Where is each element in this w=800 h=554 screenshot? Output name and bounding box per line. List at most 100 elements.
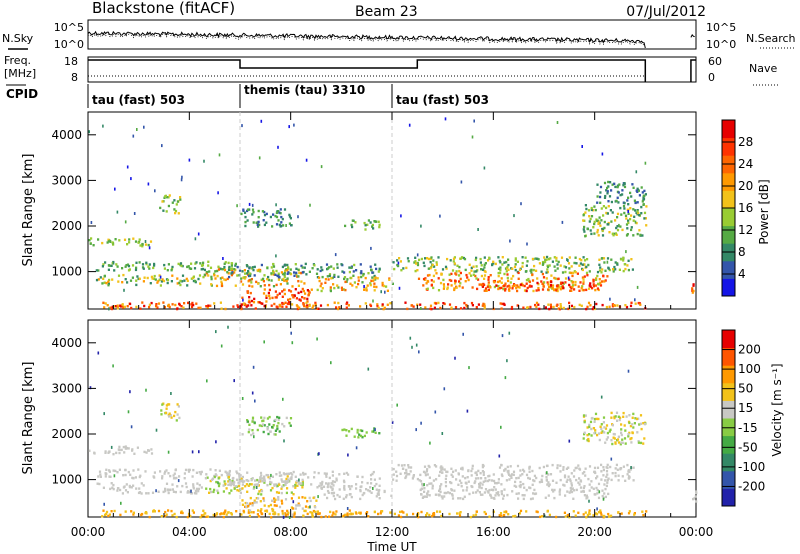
cell (585, 516, 588, 519)
cell (614, 467, 617, 470)
cell (412, 512, 415, 516)
cell (342, 288, 345, 291)
cell (197, 489, 200, 493)
cell (602, 257, 606, 260)
cell (632, 479, 635, 482)
cell (506, 276, 509, 280)
cell (358, 511, 361, 514)
cell (278, 303, 281, 307)
cell (230, 262, 233, 265)
cell (88, 449, 91, 452)
cell (635, 417, 639, 421)
cell (614, 219, 617, 222)
cell (596, 488, 599, 492)
cell (314, 506, 317, 509)
cell (546, 471, 548, 475)
cell (523, 486, 526, 489)
cell (366, 284, 369, 287)
cell (570, 482, 573, 485)
cell (345, 306, 348, 309)
cell (356, 428, 359, 432)
velocity-swatch (722, 435, 735, 454)
cell (468, 263, 471, 266)
cell (550, 280, 553, 284)
cell (519, 484, 522, 487)
cell (277, 275, 280, 279)
noise-sky-line-tail (690, 34, 695, 38)
power-ytick-label: 4000 (51, 128, 82, 142)
cell (137, 277, 140, 281)
cell (206, 379, 208, 383)
cell (630, 214, 633, 217)
cell (241, 433, 244, 436)
cell (598, 258, 601, 261)
cell (404, 476, 407, 480)
cell (453, 489, 456, 492)
cell (381, 281, 384, 285)
cell (107, 451, 110, 454)
cell (608, 231, 611, 234)
cell (477, 469, 480, 473)
cell (502, 497, 505, 500)
cell (511, 285, 514, 288)
velocity-tick-label: 200 (738, 343, 761, 357)
cell (153, 264, 156, 267)
cell (275, 215, 279, 219)
cell (545, 475, 548, 479)
cell (336, 284, 339, 287)
cell (150, 448, 153, 451)
cell (404, 472, 407, 475)
cell (304, 505, 308, 508)
cell (449, 259, 452, 262)
cell (232, 483, 235, 487)
cell (349, 493, 352, 496)
cell (230, 481, 233, 484)
cell (605, 438, 608, 441)
power-swatch (722, 120, 735, 139)
cell (306, 289, 309, 292)
cell (329, 510, 332, 514)
cell (551, 284, 555, 287)
cell (567, 466, 570, 469)
cell (592, 427, 595, 430)
cell (450, 272, 453, 276)
cell (555, 259, 558, 262)
cell (223, 268, 227, 272)
cell (145, 492, 148, 495)
cell (570, 490, 574, 494)
cell (162, 209, 165, 212)
cell (637, 440, 640, 443)
cell (143, 304, 146, 308)
cell (566, 513, 569, 517)
velocity-frame (721, 329, 736, 507)
cell (257, 301, 260, 304)
cell (532, 268, 535, 272)
cell (472, 491, 475, 494)
cell (427, 280, 430, 283)
cell (545, 271, 548, 274)
cell (555, 304, 558, 307)
cell (517, 277, 520, 280)
cell (268, 423, 271, 426)
cell (529, 305, 532, 309)
cell (596, 270, 600, 274)
cell (266, 428, 269, 431)
cell (503, 510, 506, 514)
cell (612, 436, 615, 439)
cell (220, 344, 223, 348)
cell (317, 512, 321, 516)
cell (497, 481, 500, 484)
cell (272, 424, 275, 427)
cell (358, 433, 361, 436)
cell (272, 285, 276, 288)
cell (251, 416, 255, 419)
cell (459, 307, 463, 310)
cell (216, 269, 219, 273)
cell (643, 422, 647, 426)
cell (254, 399, 256, 403)
cell (535, 269, 538, 272)
cell (533, 492, 536, 496)
freq-tick-bottom: 8 (71, 71, 78, 84)
cell (428, 482, 431, 485)
cell (164, 411, 168, 415)
